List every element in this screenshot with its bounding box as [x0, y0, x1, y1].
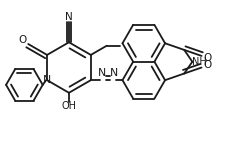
Text: O: O	[203, 53, 211, 63]
Text: N: N	[98, 68, 106, 78]
Text: N: N	[65, 12, 72, 22]
Text: N: N	[109, 68, 117, 78]
Text: O: O	[203, 60, 211, 70]
Text: OH: OH	[61, 101, 76, 111]
Text: NH: NH	[191, 57, 206, 67]
Text: N: N	[43, 75, 51, 85]
Text: O: O	[18, 35, 27, 45]
